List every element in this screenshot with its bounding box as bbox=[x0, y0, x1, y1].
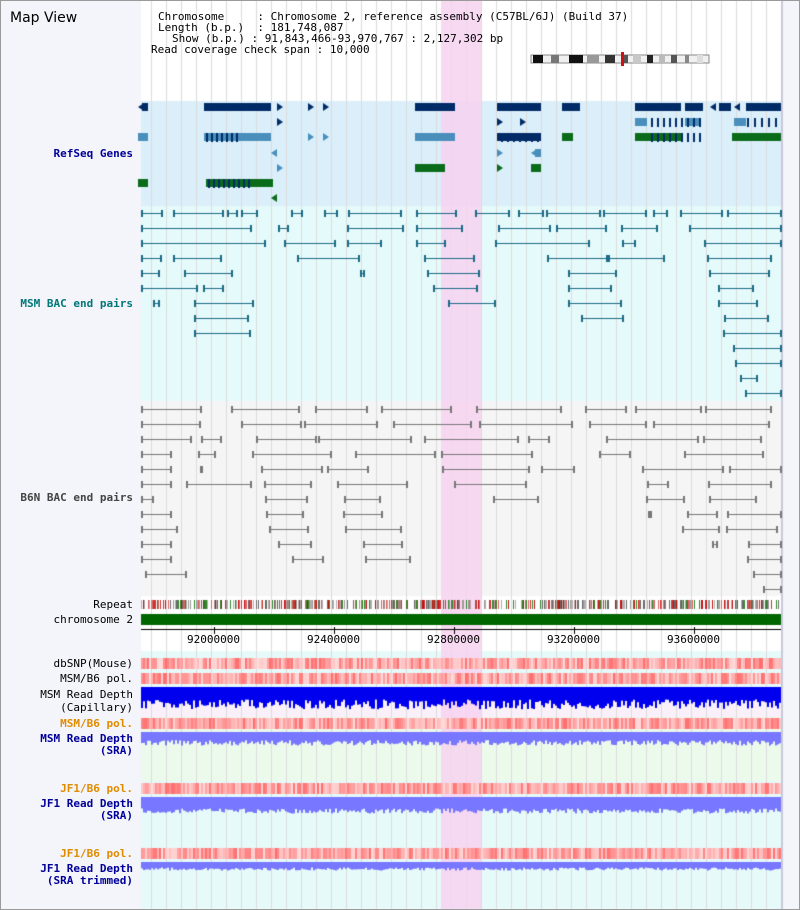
jf1-read-depth-sra-label: JF1 Read Depth bbox=[40, 797, 133, 810]
jf1-b6-pol-label-1: JF1/B6 pol. bbox=[60, 782, 133, 795]
axis-tick-label: 92800000 bbox=[427, 633, 480, 646]
length-value: 181,748,087 bbox=[270, 21, 344, 34]
coverage-value: 10,000 bbox=[329, 43, 370, 56]
msm-bac-end-pairs-label: MSM BAC end pairs bbox=[20, 297, 133, 310]
chromosome-ideogram[interactable] bbox=[529, 52, 715, 66]
dbsnp-label: dbSNP(Mouse) bbox=[53, 657, 133, 670]
jf1-read-depth-trimmed-label: JF1 Read Depth bbox=[40, 862, 133, 875]
chromosome-value: Chromosome 2, reference assembly (C57BL/… bbox=[270, 10, 629, 23]
show-row: Show (b.p.) : 91,843,466-93,970,767 : 2,… bbox=[172, 32, 504, 45]
coverage-label: Read coverage check span bbox=[151, 43, 310, 56]
length-row: Length (b.p.) : 181,748,087 bbox=[158, 21, 344, 34]
axis-tick-label: 92400000 bbox=[307, 633, 360, 646]
region-info: Chromosome : Chromosome 2, reference ass… bbox=[151, 11, 711, 56]
jf1-read-depth-sra-sub: (SRA) bbox=[99, 809, 133, 822]
msm-b6-pol-label-2: MSM/B6 pol. bbox=[60, 717, 133, 730]
show-value: 91,843,466-93,970,767 : 2,127,302 bp bbox=[264, 32, 504, 45]
refseq-genes-label: RefSeq Genes bbox=[53, 147, 133, 160]
msm-read-depth-capillary-sub: (Capillary) bbox=[60, 701, 133, 714]
chromosome-row: Chromosome : Chromosome 2, reference ass… bbox=[158, 10, 629, 23]
length-label: Length (b.p.) bbox=[158, 21, 245, 34]
msm-b6-pol-label-1: MSM/B6 pol. bbox=[60, 672, 133, 685]
show-label: Show (b.p.) bbox=[172, 32, 245, 45]
coverage-row: Read coverage check span : 10,000 bbox=[151, 43, 370, 56]
repeat-label: Repeat bbox=[93, 598, 133, 611]
b6n-bac-end-pairs-label: B6N BAC end pairs bbox=[20, 491, 133, 504]
msm-read-depth-sra-label: MSM Read Depth bbox=[40, 732, 133, 745]
chromosome-label: Chromosome bbox=[158, 10, 225, 23]
chromosome-track-label: chromosome 2 bbox=[53, 613, 133, 626]
msm-read-depth-sra-sub: (SRA) bbox=[99, 744, 133, 757]
msm-read-depth-capillary-label: MSM Read Depth bbox=[40, 688, 133, 701]
jf1-b6-pol-label-2: JF1/B6 pol. bbox=[60, 847, 133, 860]
axis-tick-label: 93600000 bbox=[667, 633, 720, 646]
axis-tick-label: 93200000 bbox=[547, 633, 600, 646]
view-title: Map View bbox=[10, 10, 78, 26]
jf1-read-depth-trimmed-sub: (SRA trimmed) bbox=[46, 874, 133, 887]
axis-tick-label: 92000000 bbox=[187, 633, 240, 646]
